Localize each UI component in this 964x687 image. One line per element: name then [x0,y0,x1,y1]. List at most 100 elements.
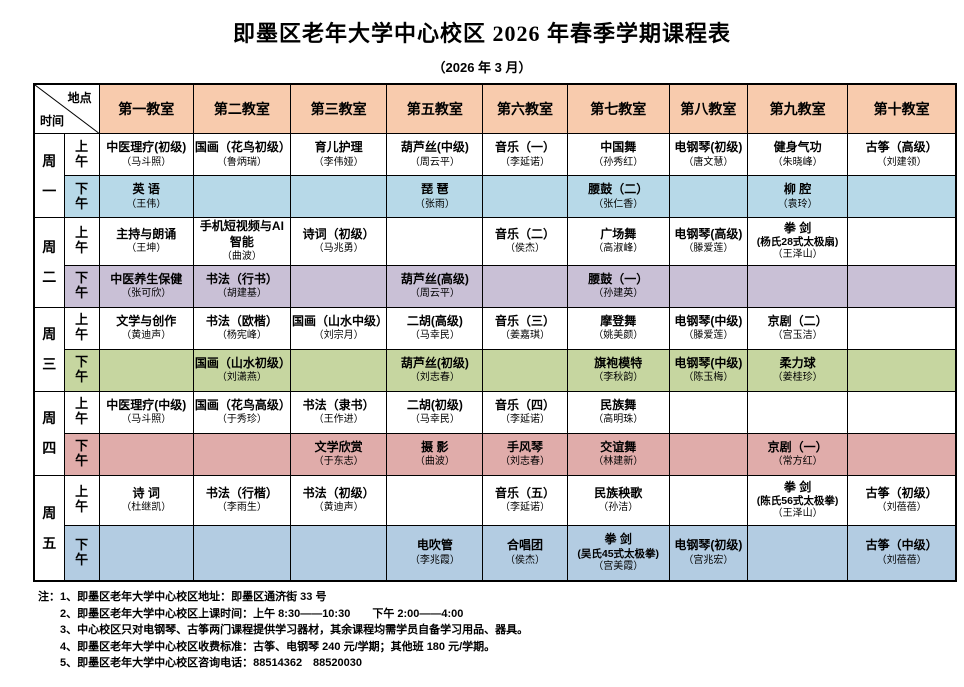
classroom-header-8: 第九教室 [746,83,849,134]
teacher-name: （孙秀红） [593,156,644,168]
course-name: 音乐（三） [495,313,556,328]
schedule-cell: 书法（隶书） （王作进） [290,390,388,434]
teacher-name: （黄迪声） [121,330,172,342]
course-name: 交谊舞 [600,439,637,454]
classroom-header-9: 第十教室 [847,83,957,134]
classroom-header-1: 第一教室 [98,83,194,134]
note-line: 注：1、即墨区老年大学中心校区地址：即墨区通济街 33 号 [38,591,327,604]
teacher-name: （张仁香） [593,198,644,210]
course-name: 书法（初级） [302,485,375,500]
diagonal-line [35,85,99,133]
schedule-cell: 书法（行楷） （李雨生） [192,474,292,526]
schedule-cell [290,348,388,392]
teacher-name: （刘宗月） [313,330,364,342]
course-name: 柳 腔 [783,181,812,196]
schedule-cell [386,217,484,266]
schedule-cell: 腰鼓（二） （张仁香） [566,175,670,218]
course-name: 国画（花鸟初级） [194,139,291,154]
schedule-cell: 腰鼓（一） （孙建英） [566,264,670,308]
course-name: 葫芦丝(中级) [400,139,469,154]
schedule-cell: 二胡(高级) （马幸民） [386,306,484,350]
course-name: 广场舞 [600,226,637,241]
schedule-cell: 音乐（二） （侯杰） [482,217,568,266]
course-name: 国画（山水中级） [292,313,387,328]
course-name: 音乐（四） [495,397,556,412]
schedule-cell [746,524,849,582]
course-name: 书法（欧楷） [205,313,278,328]
teacher-name: （张雨） [414,198,455,210]
teacher-name: （李伟娅） [313,156,364,168]
schedule-cell: 文学与创作 （黄迪声） [98,306,194,350]
schedule-cell: 诗 词 （杜继凯） [98,474,194,526]
teacher-name: （滕爱莲） [683,243,734,255]
schedule-cell: 国画（花鸟高级） （于秀珍） [192,390,292,434]
schedule-cell: 手机短视频与AI智能 （曲波） [192,217,292,266]
note-line: 4、即墨区老年大学中心校区收费标准：古筝、电钢琴 240 元/学期；其他班 18… [60,640,496,653]
teacher-name: （刘潇燕） [216,372,267,384]
schedule-cell: 古筝（高级） （刘建领） [847,133,957,176]
schedule-cell: 国画（花鸟初级） （鲁炳瑞） [192,133,292,176]
course-name: 拳 剑 [783,479,812,494]
teacher-name: （宫美霞） [593,561,644,573]
note-line: 2、即墨区老年大学中心校区上课时间：上午 8:30——10:30 下午 2:00… [60,607,464,620]
day-label: 周三 [33,306,65,392]
teacher-name: （唐文慧） [683,156,734,168]
schedule-cell [746,264,849,308]
teacher-name: （王泽山） [772,508,823,520]
teacher-name: （刘蓓蓓） [876,502,927,514]
course-name: 合唱团 [507,538,544,553]
day-label: 周一 [33,133,65,218]
schedule-cell [482,348,568,392]
teacher-name: （于东志） [313,456,364,468]
schedule-cell [668,474,748,526]
teacher-name: （马兆勇） [313,243,364,255]
course-name: 文学欣赏 [314,439,363,454]
course-subtitle: (吴氏45式太极拳) [577,547,660,560]
course-name: 电钢琴(高级) [674,226,743,241]
course-name: 诗 词 [132,485,160,500]
course-name: 二胡(初级) [406,397,463,412]
course-name: 京剧（一） [767,439,828,454]
schedule-cell [847,264,957,308]
schedule-cell [847,175,957,218]
course-name: 中医理疗(中级) [106,397,187,412]
course-name: 摩登舞 [600,313,637,328]
course-name: 拳 剑 [604,532,632,547]
course-name: 国画（山水初级） [194,355,291,370]
course-name: 音乐（一） [495,139,556,154]
course-subtitle: (陈氏56式太极拳) [756,495,839,508]
teacher-name: （孙建英） [593,288,644,300]
schedule-cell [482,264,568,308]
course-name: 育儿护理 [314,139,363,154]
schedule-cell: 琵 琶 （张雨） [386,175,484,218]
teacher-name: （刘建领） [876,156,927,168]
schedule-cell [98,432,194,476]
teacher-name: （马幸民） [409,414,460,426]
course-name: 书法（隶书） [302,397,375,412]
schedule-cell: 柔力球 （姜桂珍） [746,348,849,392]
schedule-cell [98,524,194,582]
page-subtitle: （2026 年 3 月） [432,60,532,75]
course-name: 中医养生保健 [110,271,183,286]
course-name: 中国舞 [600,139,637,154]
course-name: 摄 影 [421,439,449,454]
teacher-name: （林建新） [593,456,644,468]
classroom-header-5: 第六教室 [482,83,568,134]
schedule-cell: 电钢琴(中级) （陈玉梅） [668,348,748,392]
teacher-name: （李延诺） [500,156,551,168]
schedule-table: 地点 时间 第一教室 第二教室 第三教室 第五教室 第六教室 第七教室 第八教室 第九教室 第十教室… [33,83,957,583]
course-name: 英 语 [132,181,160,196]
course-subtitle: (杨氏28式太极扇) [756,236,839,249]
course-name: 国画（花鸟高级） [194,397,291,412]
teacher-name: （马斗照） [121,156,172,168]
time-label: 上午 [63,474,100,526]
teacher-name: （王泽山） [772,249,823,261]
schedule-cell: 手风琴 （刘志春） [482,432,568,476]
teacher-name: （滕爱莲） [683,330,734,342]
schedule-cell: 交谊舞 （林建新） [566,432,670,476]
course-name: 柔力球 [779,355,816,370]
schedule-cell: 二胡(初级) （马幸民） [386,390,484,434]
schedule-cell: 健身气功 （朱晓峰） [746,133,849,176]
classroom-header-2: 第二教室 [192,83,292,134]
teacher-name: （孙洁） [598,502,639,514]
